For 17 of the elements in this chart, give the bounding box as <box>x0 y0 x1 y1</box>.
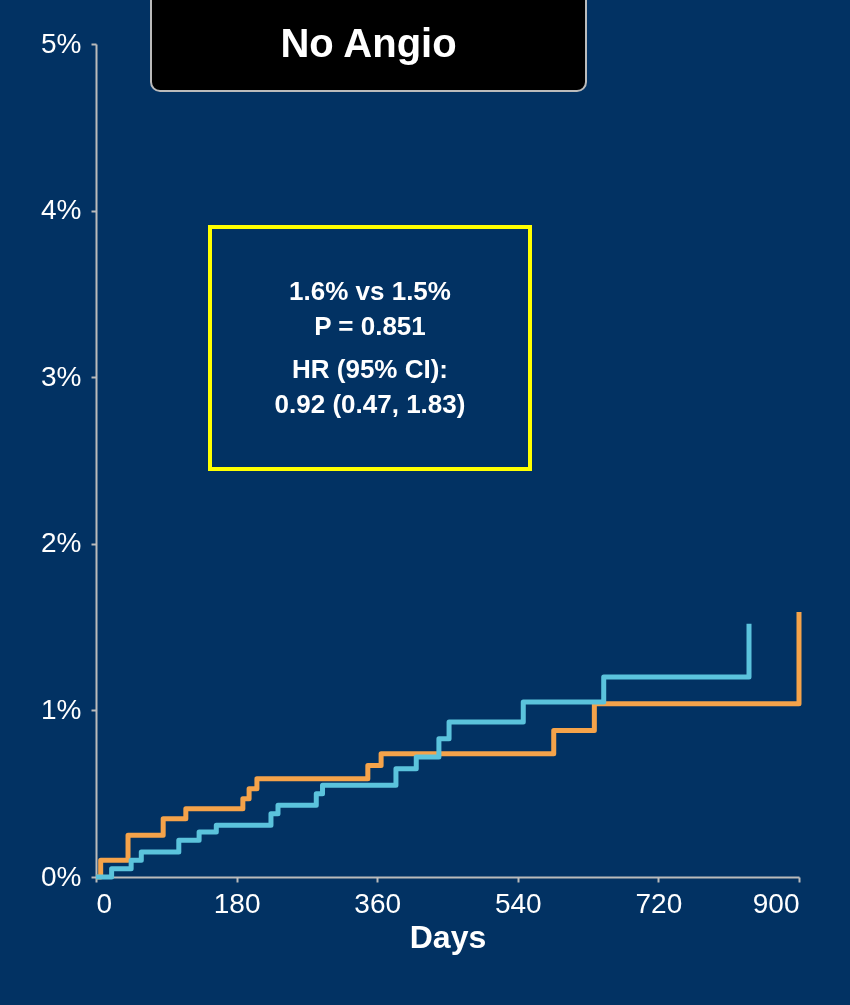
x-tick-label: 720 <box>635 887 683 919</box>
y-tick-label: 2% <box>41 527 82 559</box>
y-tick-label: 5% <box>41 27 82 59</box>
x-tick-label: 360 <box>354 887 402 919</box>
x-tick-label: 540 <box>494 887 542 919</box>
annotation: P = 0.851 <box>313 309 427 343</box>
y-tick-label: 4% <box>41 194 82 226</box>
y-tick-label: 3% <box>41 360 82 392</box>
annotation: 1.6% vs 1.5% <box>288 274 452 308</box>
y-tick-label: 1% <box>41 693 82 725</box>
annotation: 0.92 (0.47, 1.83) <box>273 388 467 422</box>
x-tick-label: 0 <box>96 887 113 919</box>
x-axis-title: Days <box>409 918 487 955</box>
annotation: HR (95% CI): <box>291 353 449 386</box>
y-tick-label: 0% <box>41 860 82 892</box>
x-tick-label: 180 <box>213 887 261 919</box>
x-tick-label: 900 <box>752 887 800 919</box>
